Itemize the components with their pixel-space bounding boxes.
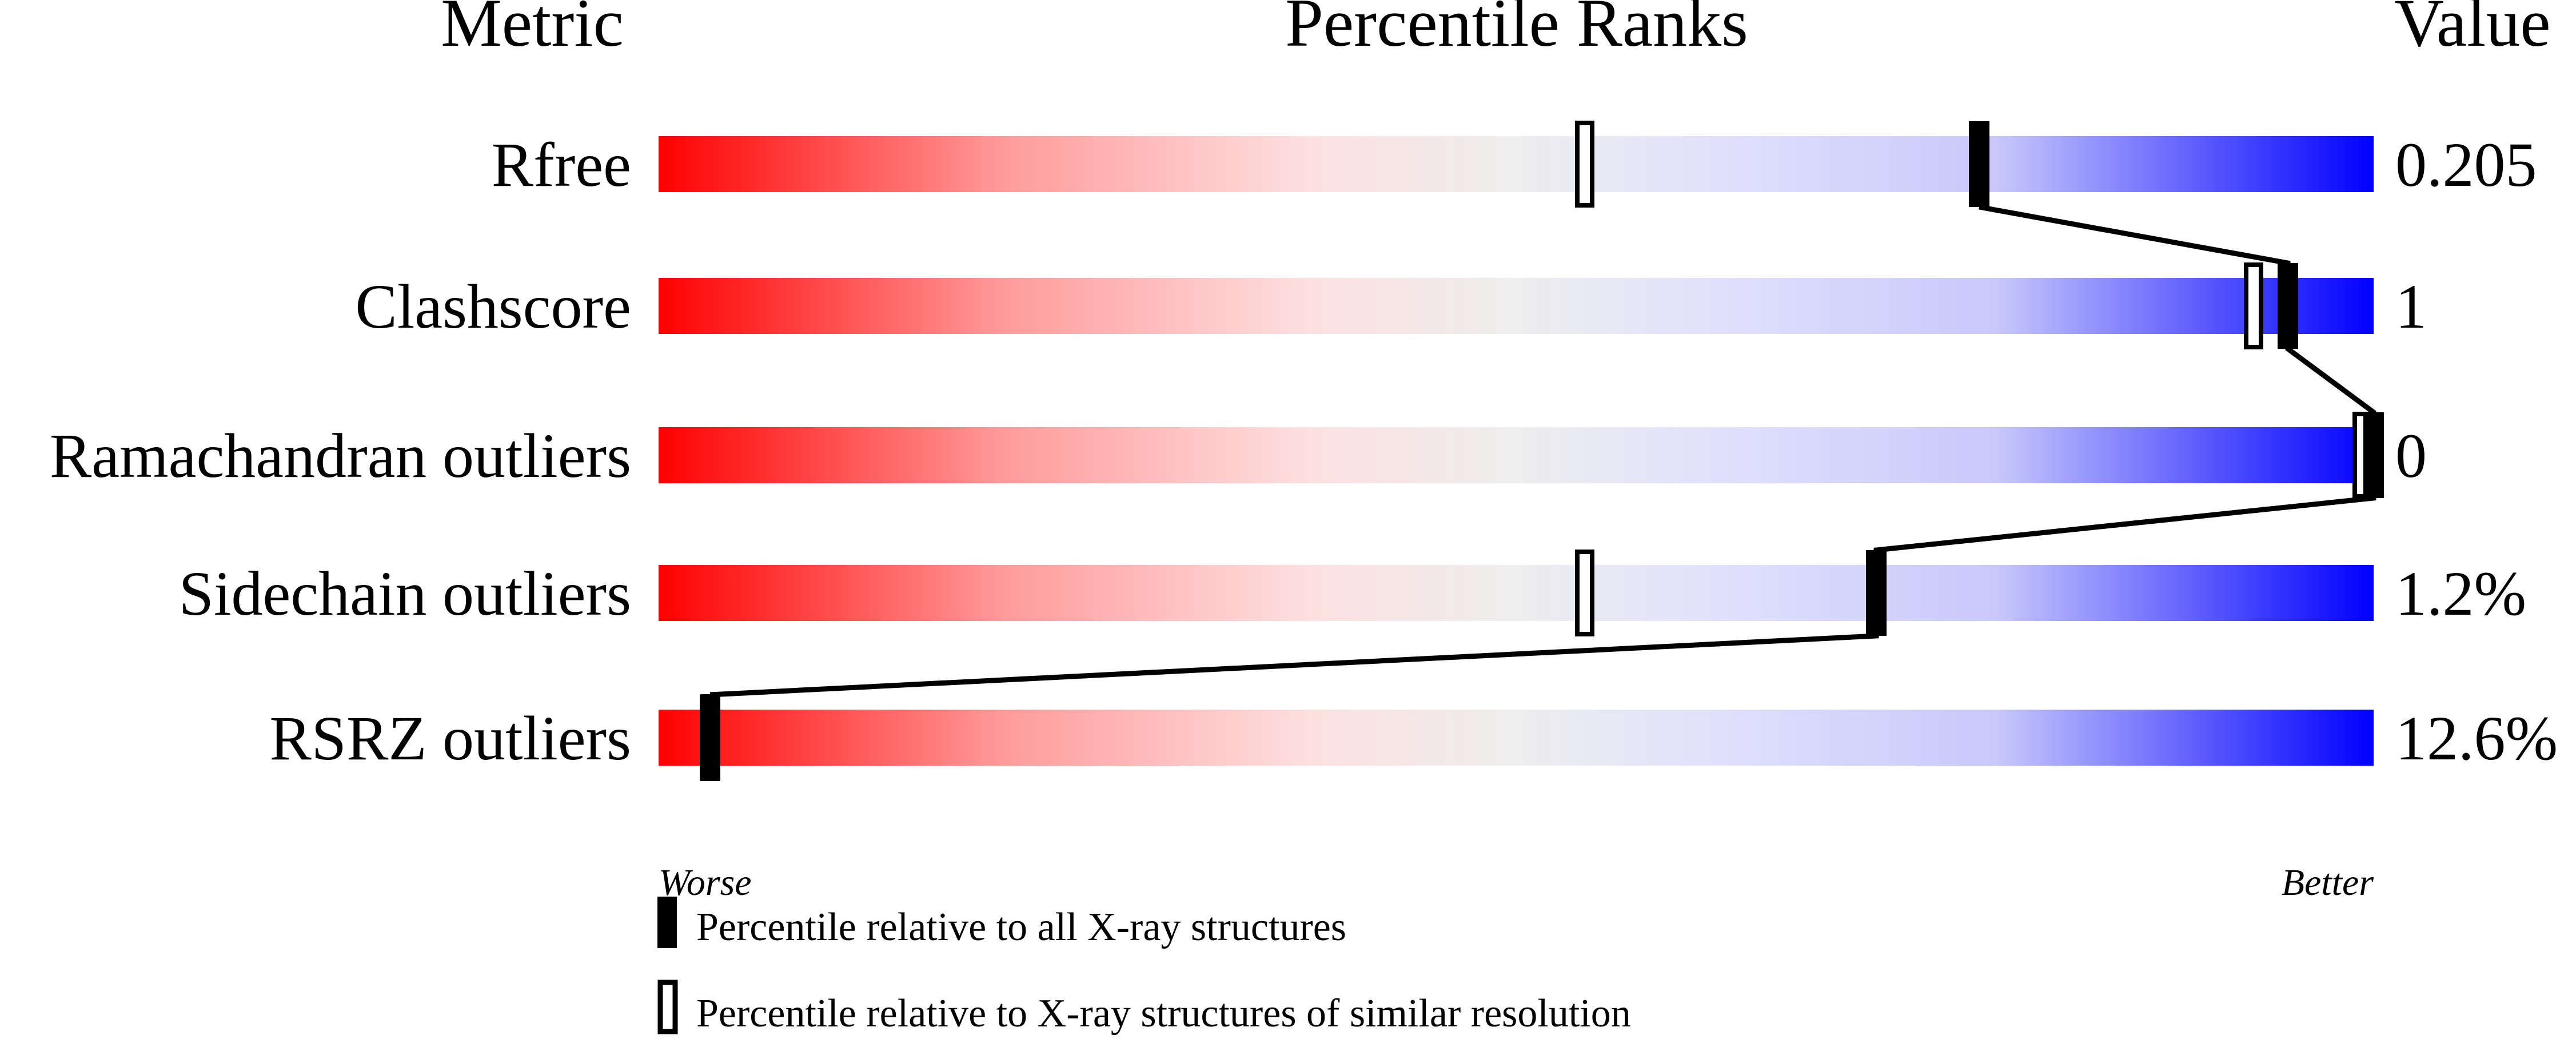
percentile-bar (659, 710, 2374, 766)
similar-resolution-marker (1575, 550, 1594, 636)
all-structures-marker (2363, 412, 2384, 498)
percentile-bar (659, 136, 2374, 192)
metric-value: 1.2% (2395, 559, 2526, 628)
metric-label: Ramachandran outliers (50, 421, 631, 491)
metric-value: 1 (2395, 272, 2427, 341)
percentile-bar (659, 565, 2374, 621)
metric-value: 0.205 (2395, 130, 2537, 200)
metric-label: Rfree (492, 130, 631, 200)
metric-value: 0 (2395, 421, 2427, 491)
metric-label: RSRZ outliers (269, 703, 631, 773)
all-structures-marker (1866, 550, 1887, 636)
legend-filled-label: Percentile relative to all X-ray structu… (696, 905, 1346, 949)
legend-filled-marker (657, 897, 677, 948)
worse-label: Worse (659, 862, 752, 903)
header-metric: Metric (441, 0, 624, 61)
legend-open-label: Percentile relative to X-ray structures … (696, 992, 1631, 1036)
percentile-bar (659, 427, 2374, 483)
legend-open-marker (657, 980, 678, 1034)
similar-resolution-marker (1575, 121, 1594, 208)
similar-resolution-marker (2244, 262, 2263, 349)
metric-label: Clashscore (355, 272, 631, 341)
metric-label: Sidechain outliers (179, 559, 631, 628)
all-structures-marker (1969, 121, 1989, 207)
header-percentile-ranks: Percentile Ranks (1285, 0, 1748, 61)
all-structures-marker (700, 695, 720, 781)
header-value: Value (2394, 0, 2550, 61)
better-label: Better (2282, 862, 2374, 903)
percentile-bar (659, 278, 2374, 334)
metric-value: 12.6% (2395, 703, 2558, 773)
all-structures-marker (2278, 263, 2298, 349)
